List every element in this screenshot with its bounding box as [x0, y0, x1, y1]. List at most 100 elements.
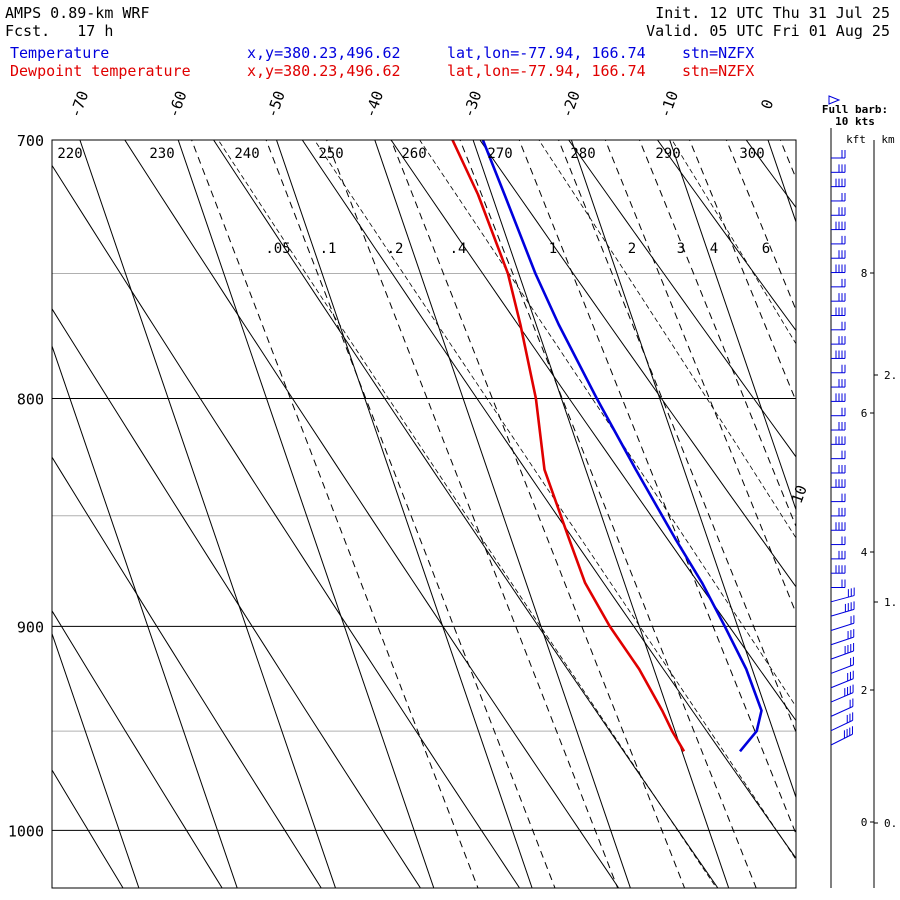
isotherm-line: [866, 140, 900, 900]
pressure-tick-label: 1000: [8, 822, 44, 840]
wind-barb: [831, 393, 846, 402]
moist-adiabat-line: [711, 0, 900, 900]
mixing-ratio-line: [779, 140, 796, 180]
model-title: AMPS 0.89-km WRF: [5, 4, 150, 22]
dry-adiabat-label: 230: [149, 146, 174, 162]
wind-barb-staff: [830, 706, 854, 717]
km-tick-label: 2.: [884, 369, 897, 382]
wind-barb: [831, 450, 846, 460]
kft-tick-label: 4: [861, 546, 868, 559]
wind-barb: [831, 192, 846, 202]
mixing-ratio-line: [638, 140, 796, 528]
wind-barb: [831, 493, 846, 503]
dry-adiabat-line: [656, 140, 796, 332]
isotherm-label: -50: [263, 88, 289, 120]
mixing-ratio-line: [191, 140, 479, 888]
isotherm-label: -30: [459, 88, 485, 120]
wind-barb-staff: [830, 733, 853, 746]
isotherm-line: [52, 344, 238, 888]
dry-adiabat-line: [52, 609, 223, 888]
wind-barb: [831, 522, 846, 531]
barb-legend-title: Full barb:: [822, 103, 888, 116]
wind-barb: [830, 629, 855, 646]
wind-barb: [831, 364, 846, 374]
wind-barb: [831, 293, 846, 302]
wind-barb: [831, 250, 846, 259]
wind-barb-staff: [830, 692, 854, 703]
wind-barb-staff: [830, 650, 854, 660]
wind-barb: [831, 164, 846, 173]
temperature-profile-line: [481, 140, 763, 753]
isotherm-label: 0: [757, 97, 777, 112]
pressure-tick-label: 900: [17, 618, 44, 636]
wind-barb: [831, 464, 846, 474]
dew-station: stn=NZFX: [682, 62, 755, 80]
wind-barb: [830, 712, 854, 732]
isotherm-label: -60: [164, 88, 190, 120]
dry-adiabat-label: 290: [655, 146, 680, 162]
kft-tick-label: 0: [861, 816, 868, 829]
isotherm-line: [52, 632, 140, 888]
dry-adiabat-line: [213, 140, 719, 888]
dry-adiabat-line: [568, 140, 796, 458]
wind-barb-staff: [830, 622, 855, 631]
dry-adiabat-line: [52, 456, 322, 888]
isotherm-line: [669, 140, 796, 512]
sounding-profiles: [451, 140, 763, 753]
mixing-ratio-label: 6: [762, 241, 770, 257]
isotherm-line: [472, 140, 730, 888]
isotherm-label: -10: [656, 88, 682, 120]
wind-barb: [831, 264, 846, 274]
km-tick-label: 0.: [884, 817, 897, 830]
isotherm-label: -20: [558, 88, 584, 120]
dry-adiabat-label: 240: [234, 146, 259, 162]
wind-barb: [830, 726, 853, 746]
isotherm-line: [79, 140, 337, 888]
wind-barb: [830, 698, 854, 717]
isotherm-line: [570, 140, 796, 799]
isotherm-line: [0, 140, 50, 900]
mixing-ratio-label: 3: [677, 241, 685, 257]
dew-xy: x,y=380.23,496.62: [247, 62, 401, 80]
dry-adiabat-label: 280: [570, 146, 595, 162]
wind-barb-staff: [830, 595, 855, 603]
kft-tick-label: 6: [861, 407, 868, 420]
wind-barb: [831, 336, 846, 345]
wind-barb: [831, 436, 846, 445]
mixing-ratio-label: 1: [549, 241, 557, 257]
isotherm-label: 10: [788, 483, 811, 506]
wind-barb: [831, 150, 846, 159]
mixing-ratio-label: .1: [320, 241, 337, 257]
wind-barb: [831, 407, 846, 417]
dry-adiabat-line: [479, 140, 796, 588]
dry-adiabat-line: [414, 0, 900, 900]
barb-legend-value: 10 kts: [835, 115, 875, 128]
legend-dewpoint: Dewpoint temperature: [10, 62, 191, 80]
wind-barb: [830, 642, 855, 660]
moist-adiabat-line: [217, 140, 717, 888]
kft-tick-label: 2: [861, 684, 868, 697]
mixing-ratio-line: [558, 140, 796, 734]
mixing-ratio-line: [604, 140, 796, 615]
wind-barb: [830, 587, 855, 603]
forecast-hour: Fcst. 17 h: [5, 22, 114, 40]
isotherm-line: [374, 140, 631, 888]
wind-barb: [830, 615, 855, 631]
dry-adiabat-label: 260: [401, 146, 426, 162]
isotherm-line: [177, 140, 435, 888]
isotherm-line: [276, 140, 533, 888]
wind-barb: [830, 684, 854, 703]
wind-barb: [830, 601, 855, 617]
dew-latlon: lat,lon=-77.94, 166.74: [447, 62, 646, 80]
temp-latlon: lat,lon=-77.94, 166.74: [447, 44, 646, 62]
moist-adiabat-line: [671, 140, 796, 345]
dry-adiabat-label: 250: [318, 146, 343, 162]
mixing-ratio-line: [390, 140, 686, 888]
mixing-ratio-label: 4: [710, 241, 718, 257]
mixing-ratio-line: [725, 140, 796, 312]
wind-barb: [831, 550, 846, 560]
isotherm-line: [767, 140, 796, 224]
moist-adiabat-line: [538, 140, 796, 539]
